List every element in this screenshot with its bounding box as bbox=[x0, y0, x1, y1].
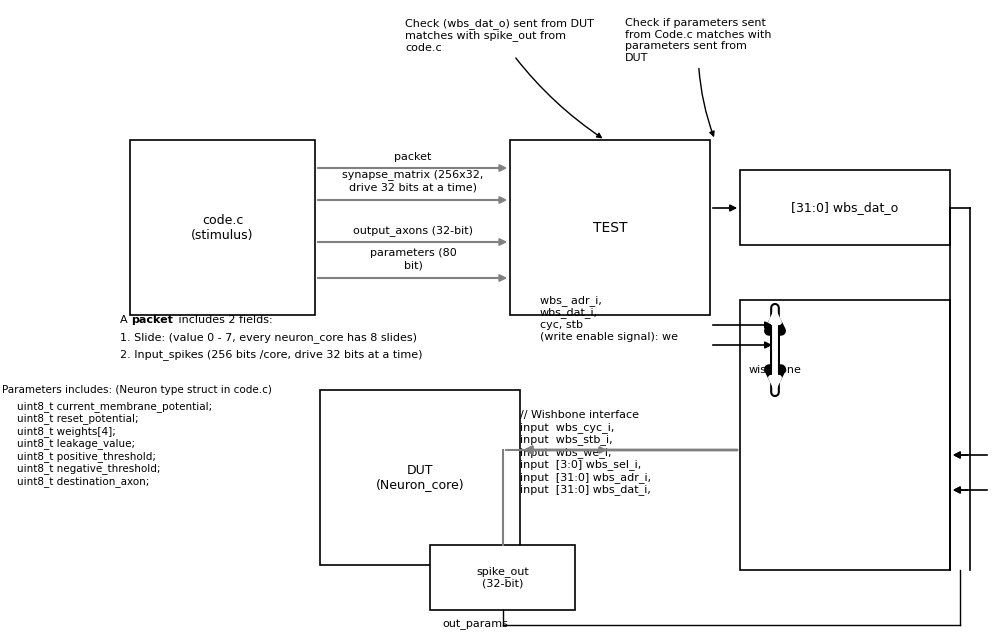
Text: spike_out
(32-bit): spike_out (32-bit) bbox=[477, 566, 528, 589]
Text: 1. Slide: (value 0 - 7, every neuron_core has 8 slides): 1. Slide: (value 0 - 7, every neuron_cor… bbox=[120, 332, 417, 343]
Text: output_axons (32-bit): output_axons (32-bit) bbox=[353, 225, 473, 236]
Bar bbox=[430, 545, 575, 610]
Bar bbox=[740, 170, 950, 245]
Text: code.c
(stimulus): code.c (stimulus) bbox=[191, 214, 254, 242]
Text: synapse_matrix (256x32,
drive 32 bits at a time): synapse_matrix (256x32, drive 32 bits at… bbox=[343, 169, 484, 192]
Text: wishbone: wishbone bbox=[748, 365, 801, 375]
Bar bbox=[320, 390, 520, 565]
Text: Check if parameters sent
from Code.c matches with
parameters sent from
DUT: Check if parameters sent from Code.c mat… bbox=[625, 18, 771, 136]
Bar bbox=[740, 300, 950, 570]
Text: includes 2 fields:: includes 2 fields: bbox=[175, 315, 273, 325]
Text: A: A bbox=[120, 315, 131, 325]
Text: packet: packet bbox=[131, 315, 173, 325]
Text: TEST: TEST bbox=[592, 221, 627, 235]
Text: [31:0] wbs_dat_o: [31:0] wbs_dat_o bbox=[791, 201, 899, 214]
Text: DUT
(Neuron_core): DUT (Neuron_core) bbox=[376, 463, 465, 491]
Bar bbox=[510, 140, 710, 315]
Text: 2. Input_spikes (256 bits /core, drive 32 bits at a time): 2. Input_spikes (256 bits /core, drive 3… bbox=[120, 349, 423, 360]
Text: parameters (80
bit): parameters (80 bit) bbox=[370, 249, 457, 270]
Text: packet: packet bbox=[395, 152, 432, 162]
Text: wbs_ adr_i,
wbs_dat_i,
cyc, stb
(write enable signal): we: wbs_ adr_i, wbs_dat_i, cyc, stb (write e… bbox=[540, 295, 678, 342]
Text: Parameters includes: (Neuron type struct in code.c): Parameters includes: (Neuron type struct… bbox=[2, 385, 272, 395]
Bar bbox=[130, 140, 315, 315]
Text: uint8_t current_membrane_potential;
uint8_t reset_potential;
uint8_t weights[4];: uint8_t current_membrane_potential; uint… bbox=[17, 401, 212, 487]
Text: Check (wbs_dat_o) sent from DUT
matches with spike_out from
code.c: Check (wbs_dat_o) sent from DUT matches … bbox=[405, 18, 601, 138]
Text: out_params: out_params bbox=[443, 620, 507, 630]
Text: // Wishbone interface
input  wbs_cyc_i,
input  wbs_stb_i,
input  wbs_we_i,
input: // Wishbone interface input wbs_cyc_i, i… bbox=[520, 410, 651, 495]
